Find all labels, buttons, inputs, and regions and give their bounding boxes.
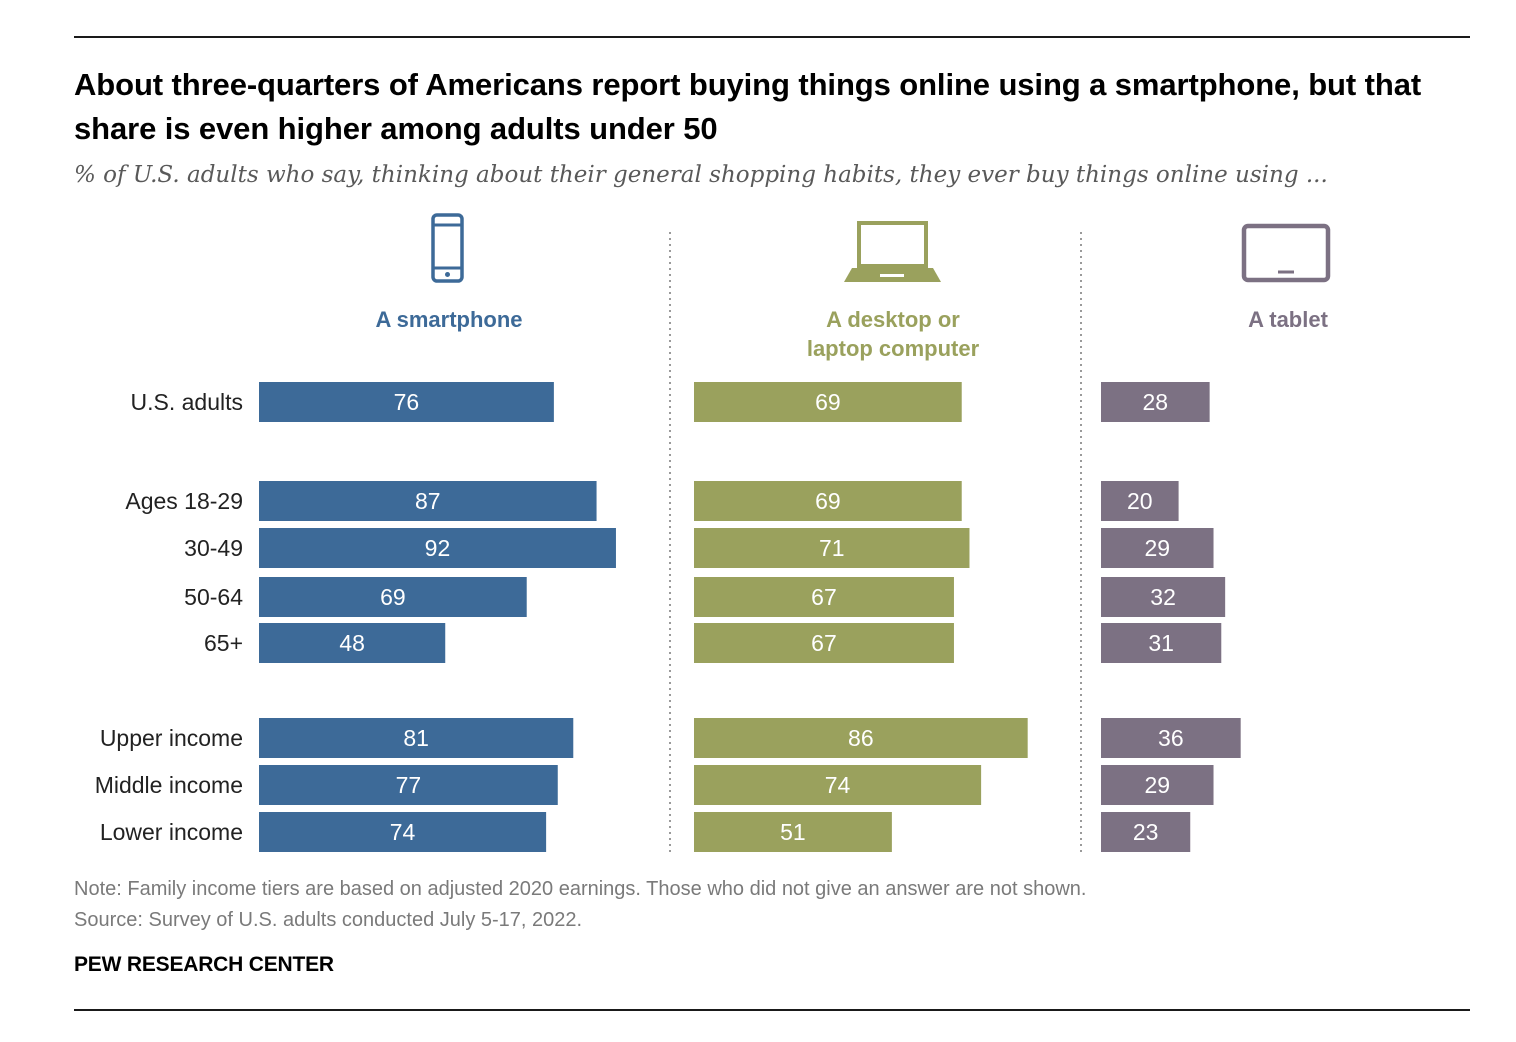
- bar-tablet-50-64: [1101, 577, 1226, 617]
- bar-smartphone-middle-income: [259, 765, 558, 805]
- data-label-smartphone-ages-18-29: 87: [415, 488, 441, 514]
- data-label-tablet-65: 31: [1148, 630, 1174, 656]
- chart-note: Note: Family income tiers are based on a…: [74, 878, 1087, 900]
- series-label-a-desktop-or-laptop-computer: A desktop or laptop computer: [807, 307, 980, 361]
- data-label-desktop-50-64: 67: [811, 584, 837, 610]
- bar-tablet-u-s-adults: [1101, 382, 1210, 422]
- category-label-upper-income: Upper income: [100, 725, 243, 751]
- bar-desktop-30-49: [694, 528, 970, 568]
- laptop-icon: [844, 221, 941, 282]
- bar-smartphone-lower-income: [259, 812, 547, 852]
- bar-smartphone-u-s-adults: [259, 382, 554, 422]
- category-label-65: 65+: [204, 630, 243, 656]
- series-label-a-smartphone: A smartphone: [375, 307, 522, 332]
- data-label-desktop-u-s-adults: 69: [815, 389, 841, 415]
- category-label-lower-income: Lower income: [100, 819, 243, 845]
- bar-smartphone-50-64: [259, 577, 527, 617]
- data-label-tablet-lower-income: 23: [1133, 819, 1159, 845]
- data-label-desktop-30-49: 71: [819, 535, 845, 561]
- bar-desktop-lower-income: [694, 812, 892, 852]
- bottom-rule: [74, 1009, 1470, 1011]
- category-label-50-64: 50-64: [184, 584, 243, 610]
- bar-tablet-upper-income: [1101, 718, 1241, 758]
- category-label-ages-18-29: Ages 18-29: [125, 488, 243, 514]
- smartphone-icon: [431, 213, 464, 283]
- bar-tablet-middle-income: [1101, 765, 1214, 805]
- category-label-30-49: 30-49: [184, 535, 243, 561]
- data-label-tablet-u-s-adults: 28: [1143, 389, 1169, 415]
- data-label-tablet-30-49: 29: [1144, 535, 1170, 561]
- bar-tablet-ages-18-29: [1101, 481, 1179, 521]
- data-label-tablet-ages-18-29: 20: [1127, 488, 1153, 514]
- bar-desktop-u-s-adults: [694, 382, 962, 422]
- category-label-u-s-adults: U.S. adults: [131, 389, 244, 415]
- data-label-smartphone-50-64: 69: [380, 584, 406, 610]
- bar-tablet-65: [1101, 623, 1222, 663]
- bar-desktop-middle-income: [694, 765, 982, 805]
- data-label-smartphone-middle-income: 77: [396, 772, 422, 798]
- bar-desktop-ages-18-29: [694, 481, 962, 521]
- data-label-smartphone-30-49: 92: [425, 535, 451, 561]
- bar-smartphone-30-49: [259, 528, 616, 568]
- data-label-desktop-lower-income: 51: [780, 819, 806, 845]
- bar-desktop-65: [694, 623, 954, 663]
- bar-tablet-30-49: [1101, 528, 1214, 568]
- data-label-tablet-50-64: 32: [1150, 584, 1176, 610]
- data-label-smartphone-upper-income: 81: [403, 725, 429, 751]
- data-label-smartphone-u-s-adults: 76: [394, 389, 420, 415]
- top-rule: [74, 36, 1470, 38]
- bar-smartphone-upper-income: [259, 718, 574, 758]
- category-label-middle-income: Middle income: [95, 772, 243, 798]
- data-label-smartphone-65: 48: [339, 630, 365, 656]
- data-label-desktop-upper-income: 86: [848, 725, 874, 751]
- bar-smartphone-ages-18-29: [259, 481, 597, 521]
- bar-desktop-upper-income: [694, 718, 1028, 758]
- chart-title: About three-quarters of Americans report…: [74, 67, 1422, 146]
- data-label-desktop-ages-18-29: 69: [815, 488, 841, 514]
- data-label-tablet-upper-income: 36: [1158, 725, 1184, 751]
- bar-desktop-50-64: [694, 577, 954, 617]
- data-label-smartphone-lower-income: 74: [390, 819, 416, 845]
- tablet-icon: [1241, 223, 1331, 283]
- bar-smartphone-65: [259, 623, 446, 663]
- series-label-a-tablet: A tablet: [1248, 307, 1329, 332]
- bar-tablet-lower-income: [1101, 812, 1191, 852]
- data-label-tablet-middle-income: 29: [1144, 772, 1170, 798]
- chart-subtitle: % of U.S. adults who say, thinking about…: [74, 162, 1328, 188]
- brand-label: PEW RESEARCH CENTER: [74, 953, 334, 976]
- chart-source: Source: Survey of U.S. adults conducted …: [74, 909, 583, 931]
- data-label-desktop-middle-income: 74: [825, 772, 851, 798]
- data-label-desktop-65: 67: [811, 630, 837, 656]
